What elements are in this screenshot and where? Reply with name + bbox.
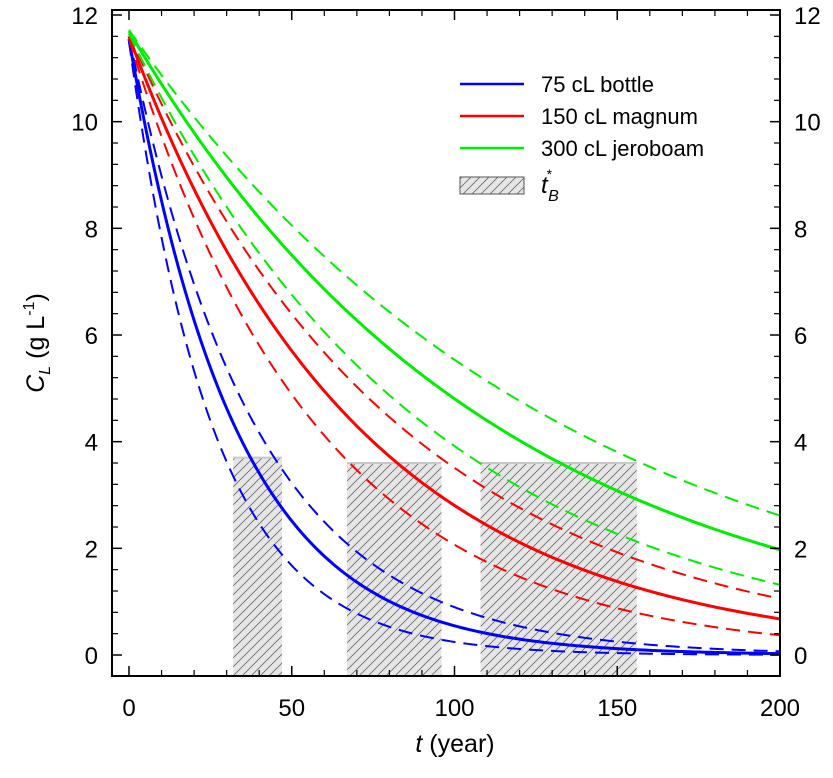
- y-axis-title-sup: -1: [21, 301, 38, 315]
- y-axis-title-var: C: [22, 374, 50, 393]
- series-line-75-cl-bottle-upper: [128, 36, 780, 653]
- y-tick-label-left: 12: [71, 3, 98, 30]
- series-line-300-cl-jeroboam-upper: [128, 29, 780, 517]
- y-axis-title: CL (g L-1): [21, 293, 54, 393]
- y-axis-title-close: ): [22, 293, 50, 301]
- shaded-regions: [233, 456, 637, 676]
- x-axis-title-unit: (year): [422, 730, 494, 758]
- y-tick-label-right: 10: [794, 110, 821, 137]
- y-tick-label-right: 2: [794, 536, 807, 563]
- legend-label-magnum: 150 cL magnum: [541, 104, 698, 129]
- x-tick-label: 50: [278, 695, 305, 722]
- ticks: [112, 10, 781, 676]
- x-tick-label: 200: [760, 695, 800, 722]
- y-tick-label-right: 8: [794, 216, 807, 243]
- series-line-150-cl-magnum-upper: [128, 33, 780, 600]
- legend-label-tb: t* B: [541, 166, 559, 205]
- legend-label-tb-sup: *: [547, 166, 553, 182]
- legend-label-jeroboam: 300 cL jeroboam: [541, 136, 704, 161]
- series-line-300-cl-jeroboam-lower: [128, 33, 780, 586]
- legend-label-tb-sub: B: [548, 188, 559, 205]
- y-tick-label-left: 8: [85, 216, 98, 243]
- y-tick-label-left: 6: [85, 323, 98, 350]
- series-line-150-cl-magnum: [127, 35, 780, 621]
- curves: [127, 29, 780, 656]
- x-tick-label: 150: [597, 695, 637, 722]
- plot-frame: [111, 9, 781, 677]
- y-axis-title-unit: (g L: [22, 316, 50, 366]
- shaded-region-1: [347, 463, 442, 676]
- x-axis-title: t (year): [415, 730, 494, 758]
- x-tick-label: 100: [434, 695, 474, 722]
- series-line-300-cl-jeroboam: [127, 30, 780, 552]
- series-line-75-cl-bottle: [127, 38, 780, 656]
- y-tick-label-left: 4: [85, 430, 98, 457]
- series-line-75-cl-bottle-lower: [128, 41, 780, 656]
- y-tick-label-left: 2: [85, 536, 98, 563]
- series-line-150-cl-magnum-lower: [128, 38, 780, 637]
- legend-label-tb-main: t: [541, 172, 549, 199]
- legend-label-bottle: 75 cL bottle: [541, 72, 654, 97]
- y-axis-title-sub: L: [37, 366, 54, 375]
- y-tick-label-right: 4: [794, 430, 807, 457]
- y-tick-label-right: 12: [794, 3, 821, 30]
- legend-swatch-tb: [459, 176, 525, 195]
- y-tick-label-left: 0: [85, 643, 98, 670]
- y-tick-label-right: 0: [794, 643, 807, 670]
- x-axis-title-var: t: [415, 730, 423, 758]
- y-tick-label-left: 10: [71, 110, 98, 137]
- x-tick-label: 0: [122, 695, 135, 722]
- y-tick-label-right: 6: [794, 323, 807, 350]
- legend: 75 cL bottle 150 cL magnum 300 cL jerobo…: [459, 72, 704, 205]
